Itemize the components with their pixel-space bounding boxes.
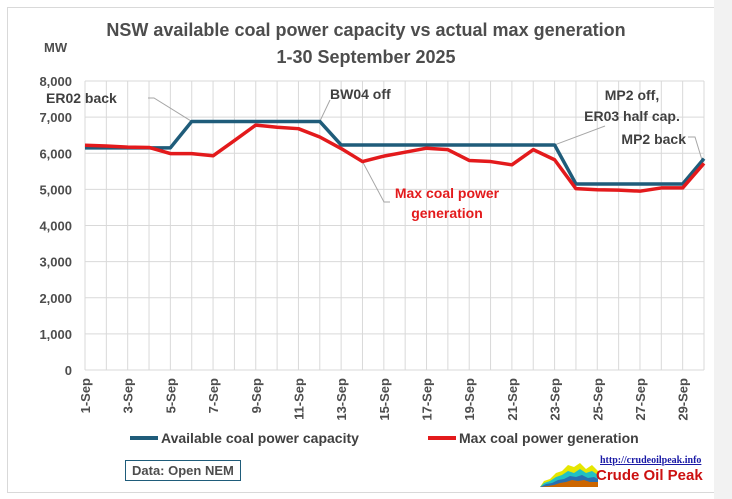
x-tick-label: 5-Sep [163, 378, 178, 413]
data-source-box: Data: Open NEM [125, 460, 241, 481]
x-tick-label: 15-Sep [377, 378, 392, 421]
annotation-label: ER03 half cap. [584, 108, 680, 124]
y-tick-label: 6,000 [39, 146, 72, 161]
leader-mp2-off [554, 125, 606, 146]
y-axis-unit-label: MW [44, 40, 68, 55]
legend-swatch-capacity [130, 436, 158, 440]
x-tick-label: 11-Sep [291, 378, 306, 420]
legend-label-generation: Max coal power generation [459, 430, 639, 446]
leader-bw04-off [319, 99, 331, 122]
chart-subtitle: 1-30 September 2025 [276, 47, 456, 67]
y-tick-label: 5,000 [39, 182, 72, 197]
chart-title: NSW available coal power capacity vs act… [106, 20, 626, 40]
logo-area-chart-icon [540, 463, 598, 487]
annotation-leader-lines [148, 97, 703, 203]
annotation-label: BW04 off [330, 86, 391, 102]
y-tick-label: 1,000 [39, 327, 72, 342]
annotation-label: MP2 off, [605, 87, 659, 103]
logo-url-link[interactable]: http://crudeoilpeak.info [600, 455, 702, 466]
x-tick-label: 17-Sep [420, 378, 435, 421]
y-tick-label: 4,000 [39, 219, 72, 234]
x-tick-label: 27-Sep [633, 378, 648, 421]
annotation-label: MP2 back [621, 131, 686, 147]
legend-label-capacity: Available coal power capacity [161, 430, 359, 446]
x-tick-label: 23-Sep [548, 378, 563, 421]
x-tick-label: 25-Sep [590, 378, 605, 421]
x-tick-label: 9-Sep [249, 378, 264, 413]
crude-oil-peak-logo: http://crudeoilpeak.info Crude Oil Peak [540, 455, 715, 487]
x-tick-label: 1-Sep [78, 378, 93, 413]
x-tick-label: 21-Sep [505, 378, 520, 421]
series-lines [84, 119, 706, 193]
y-tick-label: 2,000 [39, 291, 72, 306]
y-tick-label: 3,000 [39, 255, 72, 270]
capacity-line [85, 119, 706, 186]
x-axis-ticks: 1-Sep 3-Sep 5-Sep 7-Sep 9-Sep 11-Sep 13-Sep 15-… [78, 378, 691, 421]
leader-er02-back [148, 97, 192, 122]
gridlines [84, 80, 705, 371]
y-axis-ticks: 0 1,000 2,000 3,000 4,000 5,000 6,000 7,000 8,00… [39, 74, 72, 378]
generation-line [84, 123, 706, 193]
x-tick-label: 3-Sep [121, 378, 136, 413]
x-tick-label: 29-Sep [676, 378, 691, 421]
x-tick-label: 7-Sep [206, 378, 221, 413]
y-tick-label: 0 [65, 363, 72, 378]
annotations: ER02 back BW04 off MP2 off, ER03 half cap. M… [46, 86, 686, 221]
legend-item-generation: Max coal power generation [428, 430, 639, 446]
annotation-label: ER02 back [46, 90, 117, 106]
legend-swatch-generation [428, 436, 456, 440]
annotation-label: generation [411, 205, 483, 221]
leader-mp2-back [688, 136, 703, 161]
logo-name: Crude Oil Peak [596, 467, 703, 484]
annotation-label: Max coal power [395, 185, 500, 201]
leader-max-gen [362, 161, 390, 203]
y-tick-label: 7,000 [39, 110, 72, 125]
legend-item-capacity: Available coal power capacity [130, 430, 359, 446]
x-tick-label: 13-Sep [334, 378, 349, 421]
y-tick-label: 8,000 [39, 74, 72, 89]
x-tick-label: 19-Sep [462, 378, 477, 421]
right-margin-strip [714, 0, 732, 499]
